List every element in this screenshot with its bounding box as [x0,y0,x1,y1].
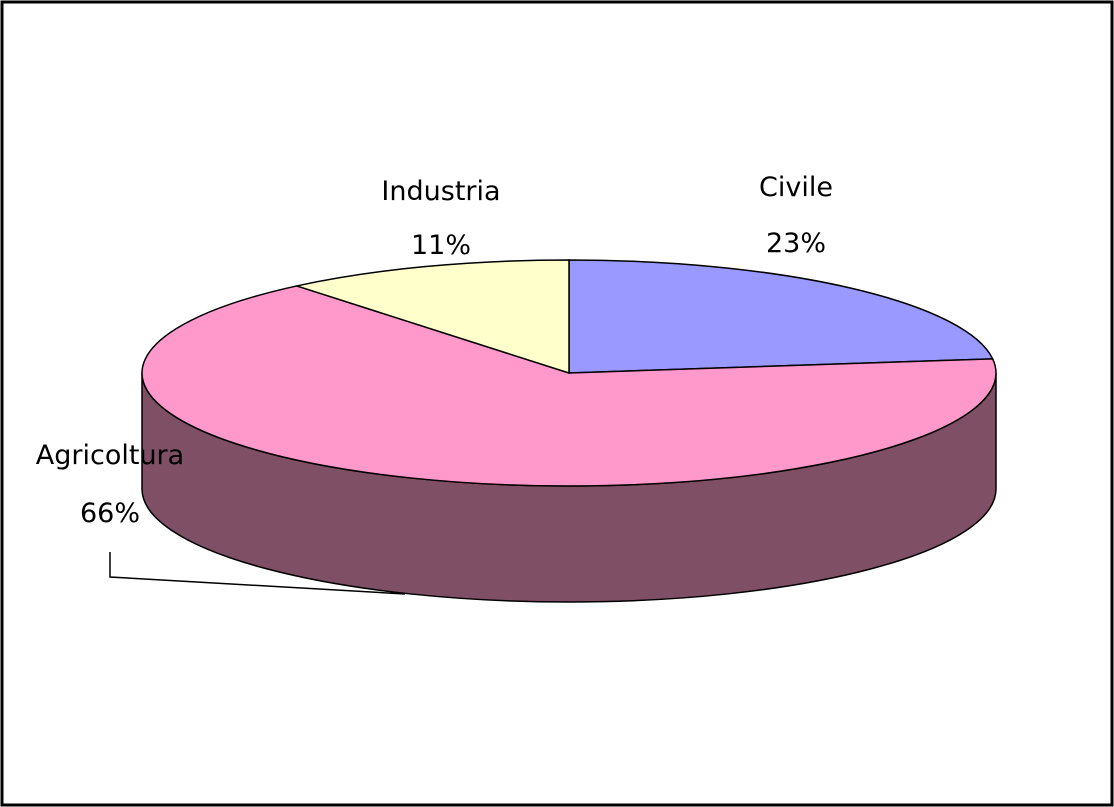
slice-agricoltura [141,285,997,487]
slice-civile [568,259,994,374]
industria-category-label: Industria [381,176,500,207]
agricoltura-category-label: Agricoltura [36,440,184,471]
agricoltura-percent-label: 66% [80,498,140,529]
industria-percent-label: 11% [411,230,471,261]
civile-category-label: Civile [759,172,833,203]
slice-industria [293,259,570,375]
agricoltura-leader-line [109,552,406,595]
civile-percent-label: 23% [766,228,826,259]
